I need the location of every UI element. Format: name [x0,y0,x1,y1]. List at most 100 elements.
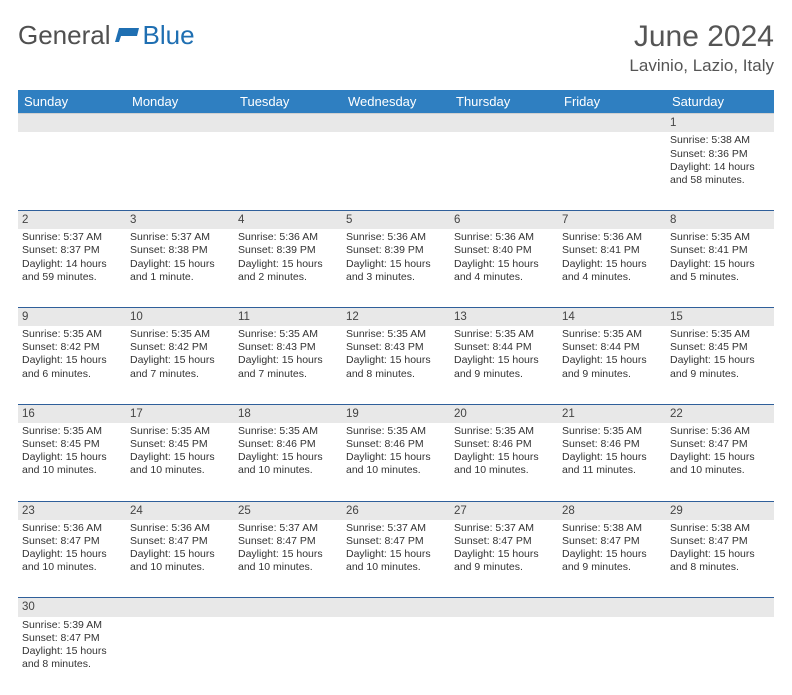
day-cell: Sunrise: 5:35 AMSunset: 8:46 PMDaylight:… [234,423,342,501]
day-cell: Sunrise: 5:38 AMSunset: 8:36 PMDaylight:… [666,132,774,210]
day-cell: Sunrise: 5:35 AMSunset: 8:42 PMDaylight:… [126,326,234,404]
day-cell: Sunrise: 5:38 AMSunset: 8:47 PMDaylight:… [558,520,666,598]
header: General Blue June 2024 Lavinio, Lazio, I… [18,20,774,76]
day-number-row: 1 [18,114,774,133]
day-number-cell: 29 [666,501,774,520]
day-number-cell [450,114,558,133]
day-number-cell: 12 [342,307,450,326]
day-cell: Sunrise: 5:35 AMSunset: 8:46 PMDaylight:… [342,423,450,501]
day-cell [558,132,666,210]
day-cell [18,132,126,210]
day-number-cell: 30 [18,598,126,617]
day-number-cell [342,114,450,133]
day-cell: Sunrise: 5:36 AMSunset: 8:47 PMDaylight:… [18,520,126,598]
week-row: Sunrise: 5:36 AMSunset: 8:47 PMDaylight:… [18,520,774,598]
day-number-cell: 11 [234,307,342,326]
day-number-cell: 21 [558,404,666,423]
day-cell: Sunrise: 5:37 AMSunset: 8:47 PMDaylight:… [234,520,342,598]
weekday-header-row: SundayMondayTuesdayWednesdayThursdayFrid… [18,90,774,114]
flag-icon [115,20,141,51]
day-cell: Sunrise: 5:36 AMSunset: 8:39 PMDaylight:… [342,229,450,307]
day-cell [342,617,450,695]
weekday-header: Saturday [666,90,774,114]
day-cell: Sunrise: 5:35 AMSunset: 8:45 PMDaylight:… [18,423,126,501]
day-cell: Sunrise: 5:35 AMSunset: 8:44 PMDaylight:… [450,326,558,404]
day-number-cell: 14 [558,307,666,326]
day-number-cell [18,114,126,133]
day-cell [126,617,234,695]
week-row: Sunrise: 5:39 AMSunset: 8:47 PMDaylight:… [18,617,774,695]
day-number-cell [558,598,666,617]
title-block: June 2024 Lavinio, Lazio, Italy [629,20,774,76]
week-row: Sunrise: 5:35 AMSunset: 8:45 PMDaylight:… [18,423,774,501]
day-cell [234,617,342,695]
day-number-cell [234,114,342,133]
day-cell [450,132,558,210]
day-number-cell: 10 [126,307,234,326]
logo-text-1: General [18,20,111,51]
day-cell [126,132,234,210]
day-number-row: 9101112131415 [18,307,774,326]
weekday-header: Monday [126,90,234,114]
day-cell [342,132,450,210]
day-cell [558,617,666,695]
day-number-cell [558,114,666,133]
day-cell: Sunrise: 5:35 AMSunset: 8:46 PMDaylight:… [450,423,558,501]
day-number-cell: 8 [666,210,774,229]
day-number-cell: 2 [18,210,126,229]
day-number-cell [450,598,558,617]
day-cell [450,617,558,695]
weekday-header: Tuesday [234,90,342,114]
day-cell: Sunrise: 5:36 AMSunset: 8:47 PMDaylight:… [126,520,234,598]
day-cell: Sunrise: 5:37 AMSunset: 8:37 PMDaylight:… [18,229,126,307]
day-cell: Sunrise: 5:35 AMSunset: 8:43 PMDaylight:… [234,326,342,404]
day-cell: Sunrise: 5:35 AMSunset: 8:45 PMDaylight:… [666,326,774,404]
day-number-cell: 17 [126,404,234,423]
day-cell: Sunrise: 5:35 AMSunset: 8:42 PMDaylight:… [18,326,126,404]
day-number-cell: 3 [126,210,234,229]
day-number-cell: 25 [234,501,342,520]
day-cell: Sunrise: 5:36 AMSunset: 8:47 PMDaylight:… [666,423,774,501]
week-row: Sunrise: 5:38 AMSunset: 8:36 PMDaylight:… [18,132,774,210]
day-cell: Sunrise: 5:37 AMSunset: 8:47 PMDaylight:… [342,520,450,598]
day-number-cell: 4 [234,210,342,229]
day-number-cell: 6 [450,210,558,229]
day-cell: Sunrise: 5:36 AMSunset: 8:41 PMDaylight:… [558,229,666,307]
day-number-cell: 27 [450,501,558,520]
day-cell: Sunrise: 5:39 AMSunset: 8:47 PMDaylight:… [18,617,126,695]
day-cell: Sunrise: 5:37 AMSunset: 8:47 PMDaylight:… [450,520,558,598]
logo: General Blue [18,20,195,51]
day-cell: Sunrise: 5:36 AMSunset: 8:40 PMDaylight:… [450,229,558,307]
week-row: Sunrise: 5:37 AMSunset: 8:37 PMDaylight:… [18,229,774,307]
day-number-cell: 13 [450,307,558,326]
day-number-cell: 5 [342,210,450,229]
day-number-cell: 7 [558,210,666,229]
page-title: June 2024 [629,20,774,54]
day-cell: Sunrise: 5:35 AMSunset: 8:41 PMDaylight:… [666,229,774,307]
day-number-cell: 26 [342,501,450,520]
day-number-row: 30 [18,598,774,617]
day-number-cell [126,598,234,617]
day-number-cell: 9 [18,307,126,326]
day-cell: Sunrise: 5:38 AMSunset: 8:47 PMDaylight:… [666,520,774,598]
day-number-row: 23242526272829 [18,501,774,520]
logo-text-2: Blue [143,20,195,51]
day-number-cell [342,598,450,617]
day-cell [234,132,342,210]
day-number-cell: 1 [666,114,774,133]
day-number-cell [234,598,342,617]
day-cell: Sunrise: 5:37 AMSunset: 8:38 PMDaylight:… [126,229,234,307]
day-number-row: 16171819202122 [18,404,774,423]
day-number-row: 2345678 [18,210,774,229]
day-number-cell [126,114,234,133]
day-cell: Sunrise: 5:35 AMSunset: 8:45 PMDaylight:… [126,423,234,501]
week-row: Sunrise: 5:35 AMSunset: 8:42 PMDaylight:… [18,326,774,404]
day-number-cell: 18 [234,404,342,423]
day-cell: Sunrise: 5:36 AMSunset: 8:39 PMDaylight:… [234,229,342,307]
day-number-cell: 16 [18,404,126,423]
day-cell: Sunrise: 5:35 AMSunset: 8:44 PMDaylight:… [558,326,666,404]
weekday-header: Thursday [450,90,558,114]
day-number-cell: 28 [558,501,666,520]
day-cell: Sunrise: 5:35 AMSunset: 8:43 PMDaylight:… [342,326,450,404]
day-number-cell: 22 [666,404,774,423]
